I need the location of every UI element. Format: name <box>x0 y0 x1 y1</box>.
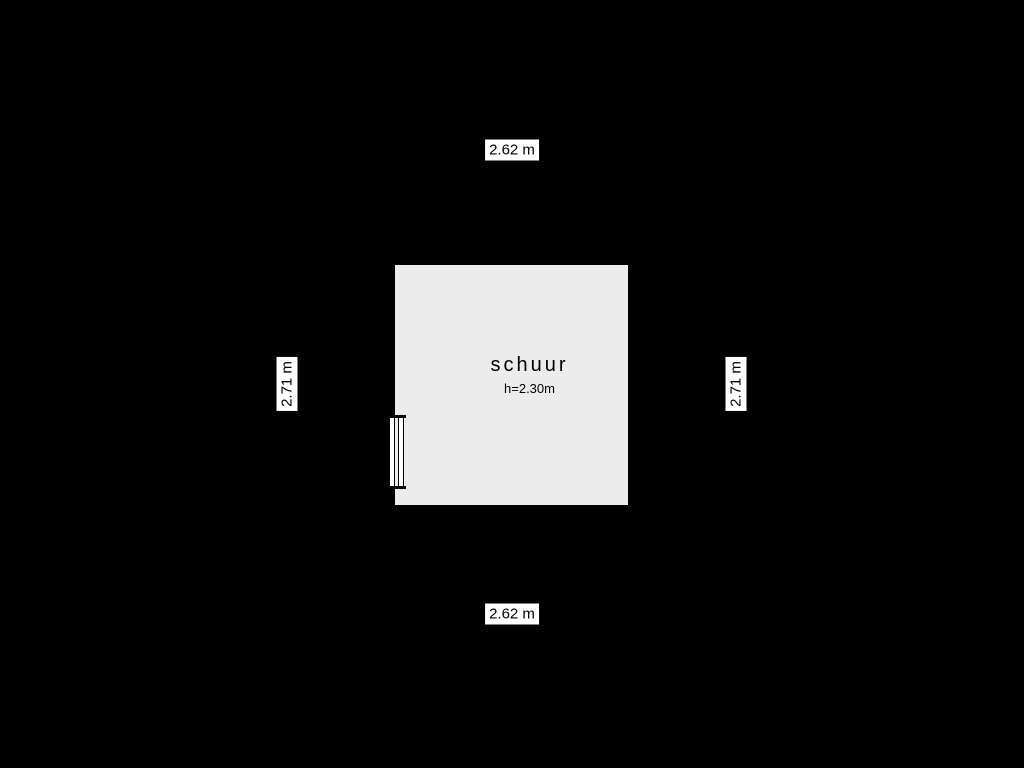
dimension-left: 2.71 m <box>277 357 298 411</box>
room-height-text: h=2.30m <box>490 381 568 396</box>
floor-plan-canvas: schuur h=2.30m 2.62 m 2.62 m 2.71 m 2.71… <box>0 0 1024 768</box>
dimension-top: 2.62 m <box>485 140 539 161</box>
dimension-bottom: 2.62 m <box>485 604 539 625</box>
dimension-right: 2.71 m <box>726 357 747 411</box>
room-label: schuur h=2.30m <box>490 354 568 396</box>
room-schuur: schuur h=2.30m <box>390 260 633 510</box>
door-icon <box>389 415 406 489</box>
room-name-text: schuur <box>490 354 568 377</box>
